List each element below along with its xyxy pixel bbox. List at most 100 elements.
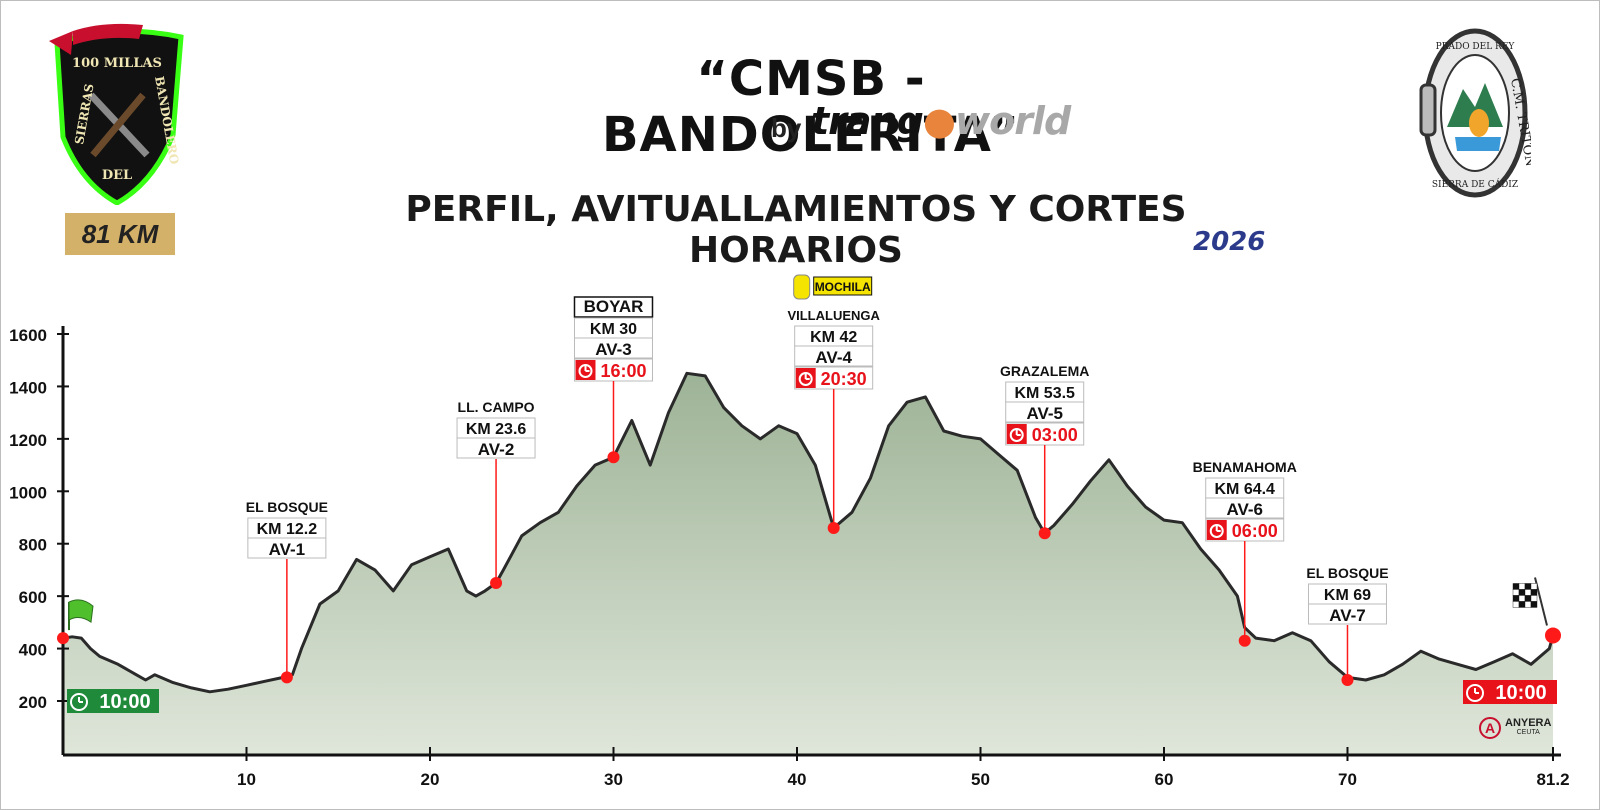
alarm-clock-icon: [575, 360, 596, 380]
alarm-clock-icon: [1006, 424, 1027, 444]
station-av: AV-5: [1026, 404, 1063, 423]
y-tick-label: 600: [19, 588, 47, 607]
station-av: AV-1: [269, 540, 306, 559]
y-tick-label: 1400: [9, 378, 47, 397]
clock-icon-face: [70, 693, 88, 711]
aid-station-av-5: GRAZALEMA KM 53.5 AV-5 03:00: [1000, 363, 1089, 540]
logo-left-top: 100 MILLAS: [72, 56, 162, 71]
y-tick-label: 1000: [9, 483, 47, 502]
flag-square: [1530, 601, 1538, 608]
station-km: KM 53.5: [1014, 385, 1075, 402]
logo-right-bottom: SIERRA DE CÁDIZ: [1432, 178, 1518, 190]
checkered-flag-icon: [1512, 583, 1538, 608]
x-tick-label: 81.2: [1536, 770, 1569, 789]
x-tick-label: 30: [604, 770, 623, 789]
station-km: KM 23.6: [466, 421, 527, 438]
station-name: BOYAR: [584, 297, 644, 316]
station-marker: [490, 577, 503, 590]
aid-station-av-6: BENAMAHOMA KM 64.4 AV-6 06:00: [1193, 459, 1297, 647]
flag-square: [1524, 595, 1532, 602]
station-name: EL BOSQUE: [1306, 565, 1388, 581]
race-title: “CMSB - BANDOLERITA”: [601, 51, 1021, 163]
triton-logo: PRADO DEL REY C.M. TRITÓN SIERRA DE CÁDI…: [1419, 28, 1531, 198]
anyera-label: ANYERA: [1505, 717, 1552, 729]
anyera-sub: CEUTA: [1516, 729, 1540, 736]
station-av-box: [573, 337, 653, 359]
anyera-sponsor: A ANYERA CEUTA: [1479, 717, 1551, 739]
x-tick-label: 70: [1338, 770, 1357, 789]
aid-station-av-4: VILLALUENGA KM 42 AV-4 20:30 MOCHILA: [787, 274, 881, 534]
y-tick-label: 1600: [9, 326, 47, 345]
profile-subtitle: PERFIL, AVITUALLAMIENTOS Y CORTES HORARI…: [405, 189, 1187, 271]
station-marker: [280, 671, 293, 684]
anyera-logo-icon: A: [1479, 717, 1501, 739]
mochila-badge-bg: [813, 276, 873, 296]
flag-square: [1518, 583, 1526, 590]
station-av: AV-4: [815, 348, 852, 367]
station-av-box: [456, 437, 536, 459]
anyera-name: ANYERA CEUTA: [1505, 718, 1551, 738]
start-time: 10:00: [99, 691, 150, 713]
y-tick-label: 1200: [9, 431, 47, 450]
station-km: KM 30: [590, 321, 637, 338]
station-km: KM 69: [1324, 587, 1371, 604]
station-cutoff: 06:00: [1232, 521, 1278, 541]
flag-square: [1512, 583, 1520, 590]
flag-square: [1524, 589, 1532, 596]
distance-badge: 81 KM: [65, 213, 175, 255]
x-tick-label: 50: [971, 770, 990, 789]
station-av: AV-6: [1226, 500, 1263, 519]
station-marker: [1341, 674, 1354, 687]
brand-part-b: world: [954, 99, 1071, 143]
clock-icon-face: [1209, 524, 1224, 538]
station-km: KM 42: [810, 329, 857, 346]
station-av-box: [794, 345, 874, 367]
station-av: AV-2: [478, 440, 515, 459]
flag-square: [1530, 589, 1538, 596]
station-av: AV-3: [595, 340, 632, 359]
y-tick-label: 200: [19, 693, 47, 712]
clock-icon-face: [1466, 684, 1484, 702]
x-tick-label: 40: [788, 770, 807, 789]
station-name: VILLALUENGA: [787, 308, 880, 323]
station-name: BENAMAHOMA: [1193, 459, 1297, 475]
station-name: EL BOSQUE: [246, 499, 328, 515]
aid-station-av-2: LL. CAMPO KM 23.6 AV-2: [456, 399, 536, 590]
logo-left-bottom: DEL: [102, 168, 132, 183]
flag-square: [1530, 595, 1538, 602]
x-tick-label: 20: [421, 770, 440, 789]
clock-icon-face: [798, 372, 813, 386]
station-km: KM 64.4: [1214, 481, 1275, 498]
aid-station-av-3: BOYAR KM 30 AV-3 16:00: [573, 296, 654, 464]
sponsor-by: by: [771, 113, 802, 143]
station-av-box: [1307, 603, 1387, 625]
y-tick-label: 400: [19, 641, 47, 660]
flag-square: [1518, 589, 1526, 596]
edition-year: 2026: [1193, 227, 1266, 257]
station-cutoff: 16:00: [600, 361, 646, 381]
station-name-box: [573, 296, 654, 318]
logo-right-top: PRADO DEL REY: [1436, 42, 1516, 52]
backpack-icon: [793, 274, 811, 300]
elevation-area: [63, 373, 1553, 755]
flag-square: [1512, 595, 1520, 602]
flag-square: [1518, 601, 1526, 608]
x-tick-label: 10: [237, 770, 256, 789]
station-av: AV-7: [1329, 606, 1366, 625]
y-tick-label: 800: [19, 536, 47, 555]
finish-time: 10:00: [1495, 682, 1546, 704]
clock-icon-face: [1009, 428, 1024, 442]
bandolero-logo: 100 MILLAS DEL SIERRAS BANDOLERO: [49, 23, 184, 205]
brand-logo: trang●world: [811, 99, 1071, 143]
alarm-clock-icon: [795, 368, 816, 388]
station-marker: [827, 521, 840, 534]
station-av-box: [1005, 401, 1085, 423]
station-av-box: [1205, 497, 1285, 519]
station-cutoff: 20:30: [821, 369, 867, 389]
station-km: KM 12.2: [257, 521, 318, 538]
flag-square: [1524, 583, 1532, 590]
finish-clock-icon: [1463, 680, 1487, 704]
station-marker: [1038, 527, 1051, 540]
station-name: GRAZALEMA: [1000, 363, 1089, 379]
